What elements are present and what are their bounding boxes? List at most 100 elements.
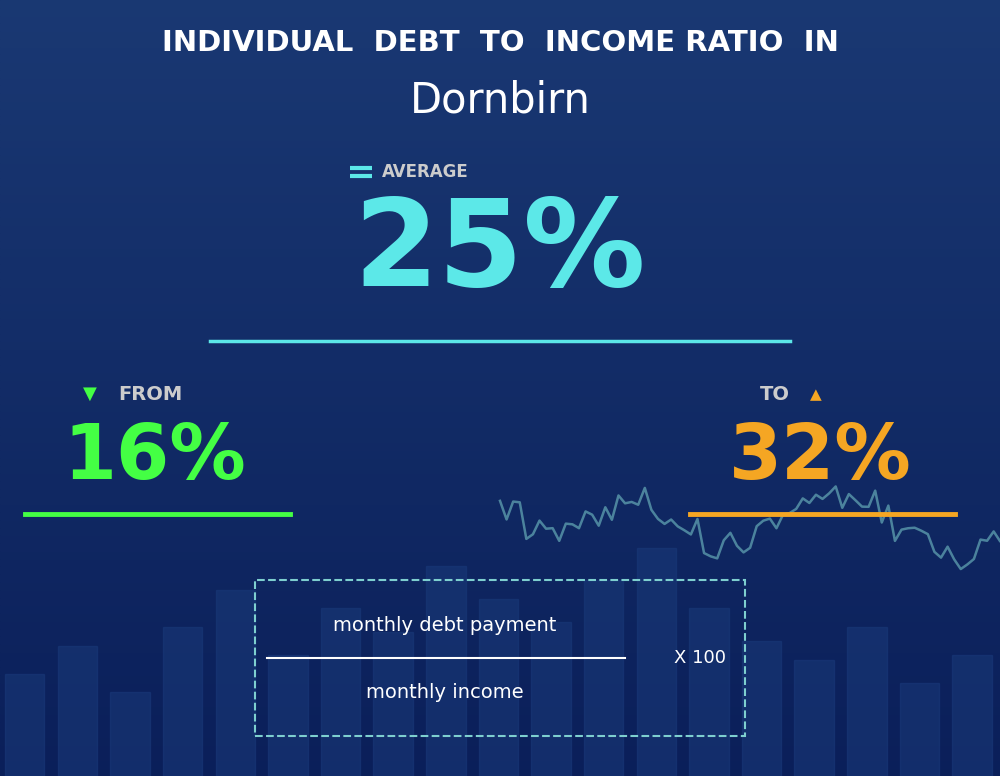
Bar — [0, 512, 1000, 520]
Text: 32%: 32% — [729, 421, 911, 495]
Bar — [584, 580, 623, 776]
Text: FROM: FROM — [118, 385, 182, 404]
Bar — [216, 590, 255, 776]
Bar — [0, 535, 1000, 543]
Bar — [0, 753, 1000, 760]
Bar — [900, 683, 939, 776]
Bar — [0, 745, 1000, 753]
Bar — [0, 683, 1000, 691]
Bar — [847, 627, 887, 776]
Bar — [0, 279, 1000, 287]
Bar — [0, 147, 1000, 155]
Bar — [268, 655, 308, 776]
Bar — [0, 466, 1000, 473]
Bar — [0, 16, 1000, 23]
Bar — [0, 217, 1000, 225]
Bar — [0, 334, 1000, 341]
Bar — [0, 729, 1000, 737]
Bar — [0, 124, 1000, 132]
Bar — [0, 31, 1000, 39]
Bar — [426, 566, 466, 776]
Bar — [0, 225, 1000, 233]
Bar — [0, 458, 1000, 466]
Bar — [0, 543, 1000, 551]
Bar — [0, 372, 1000, 380]
Bar — [0, 489, 1000, 497]
Bar — [0, 272, 1000, 279]
Bar — [0, 365, 1000, 372]
Bar — [0, 357, 1000, 365]
Bar — [0, 233, 1000, 241]
Bar — [0, 419, 1000, 427]
Bar — [952, 655, 992, 776]
Bar — [0, 241, 1000, 248]
Bar — [0, 62, 1000, 70]
Bar — [742, 641, 781, 776]
Bar — [0, 8, 1000, 16]
Bar — [0, 116, 1000, 124]
Bar — [0, 163, 1000, 171]
Bar — [0, 504, 1000, 512]
Bar — [0, 629, 1000, 636]
Text: X 100: X 100 — [674, 649, 726, 667]
Bar — [0, 644, 1000, 652]
Bar — [0, 93, 1000, 101]
Text: TO: TO — [760, 385, 790, 404]
Bar — [531, 622, 571, 776]
Bar — [0, 178, 1000, 186]
Bar — [0, 520, 1000, 528]
Bar — [0, 427, 1000, 435]
Bar — [0, 574, 1000, 582]
Bar — [0, 551, 1000, 559]
Bar — [794, 660, 834, 776]
Bar — [0, 303, 1000, 310]
Text: AVERAGE: AVERAGE — [382, 163, 469, 182]
Bar — [0, 706, 1000, 714]
Bar — [0, 598, 1000, 605]
Bar — [0, 186, 1000, 194]
Bar — [0, 605, 1000, 613]
Bar — [0, 101, 1000, 109]
Bar — [0, 404, 1000, 411]
Bar — [0, 248, 1000, 256]
Bar — [0, 256, 1000, 264]
Text: Dornbirn: Dornbirn — [410, 80, 590, 122]
Bar — [0, 396, 1000, 404]
Text: 16%: 16% — [64, 421, 246, 495]
Bar — [0, 698, 1000, 706]
Bar — [0, 450, 1000, 458]
Bar — [0, 667, 1000, 675]
Bar — [0, 85, 1000, 93]
Bar — [0, 210, 1000, 217]
Bar — [321, 608, 360, 776]
Bar — [0, 54, 1000, 62]
Bar — [0, 566, 1000, 574]
Bar — [637, 548, 676, 776]
Bar — [0, 341, 1000, 349]
Bar — [0, 132, 1000, 140]
Bar — [0, 528, 1000, 535]
Text: ▲: ▲ — [810, 386, 822, 402]
Bar — [0, 737, 1000, 745]
Bar — [0, 388, 1000, 396]
Text: monthly income: monthly income — [366, 684, 524, 702]
Bar — [0, 23, 1000, 31]
Bar — [0, 652, 1000, 660]
Bar — [0, 590, 1000, 598]
Bar — [0, 497, 1000, 504]
Bar — [0, 326, 1000, 334]
Bar — [0, 155, 1000, 163]
Bar — [0, 473, 1000, 481]
Bar — [0, 760, 1000, 768]
Bar — [0, 310, 1000, 318]
Bar — [110, 692, 150, 776]
Text: ▼: ▼ — [83, 385, 97, 404]
Bar — [0, 318, 1000, 326]
Bar — [0, 264, 1000, 272]
Bar — [0, 660, 1000, 667]
Bar — [0, 202, 1000, 210]
Bar — [0, 559, 1000, 566]
Bar — [58, 646, 97, 776]
Bar — [0, 722, 1000, 729]
Bar — [0, 481, 1000, 489]
